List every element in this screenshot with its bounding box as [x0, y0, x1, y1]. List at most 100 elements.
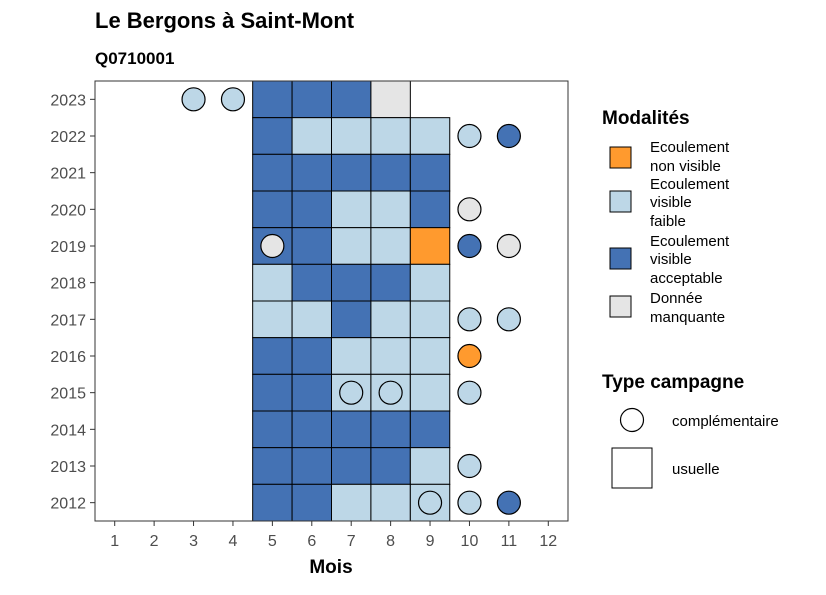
y-tick-label: 2022: [50, 129, 86, 146]
complementaire-marker: [496, 123, 521, 149]
legend-label-dm: Donnée manquante: [650, 290, 725, 326]
panel-border: [94, 80, 569, 522]
legend-key-vf: [609, 190, 632, 213]
usuelle-cell: [409, 447, 451, 485]
usuelle-cell: [291, 373, 333, 412]
complementaire-marker: [457, 380, 482, 405]
usuelle-cell: [370, 227, 411, 265]
usuelle-cell: [370, 190, 411, 229]
legend-type-campagne: Type campagne complémentaire usuelle: [602, 372, 779, 489]
usuelle-cell: [331, 227, 372, 265]
complementaire-marker: [457, 123, 482, 149]
usuelle-cell: [370, 337, 411, 375]
usuelle-cell: [252, 80, 293, 119]
complementaire-marker: [457, 197, 482, 222]
complementaire-marker: [260, 233, 285, 259]
usuelle-cell: [409, 190, 451, 229]
legend-key-usuelle: [611, 447, 653, 489]
usuelle-cell: [331, 80, 372, 119]
usuelle-cell: [291, 337, 333, 375]
x-tick-label: 3: [189, 533, 198, 550]
y-tick-label: 2012: [50, 496, 86, 513]
usuelle-cell: [409, 263, 451, 302]
x-tick-label: 4: [229, 533, 238, 550]
usuelle-cell: [409, 153, 451, 192]
usuelle-cell: [252, 263, 293, 302]
usuelle-cell: [331, 300, 372, 339]
legend-label-complementaire: complémentaire: [672, 413, 779, 430]
legend-modalites: Modalités Ecoulement non visibleEcoulemen…: [602, 108, 730, 326]
complementaire-marker: [496, 490, 521, 515]
legend-label-nv: Ecoulement non visible: [650, 139, 730, 175]
complementaire-marker: [457, 453, 482, 479]
legend-key-complementaire: [619, 407, 645, 433]
usuelle-cell: [370, 263, 411, 302]
y-tick-label: 2013: [50, 459, 86, 476]
legend-label-va: Ecoulement visible acceptable: [650, 233, 730, 287]
usuelle-cell: [409, 373, 451, 412]
usuelle-cell: [291, 80, 333, 119]
usuelle-cell: [370, 410, 411, 449]
x-axis-title: Mois: [309, 557, 352, 578]
usuelle-cell: [252, 373, 293, 412]
complementaire-markers: [181, 87, 521, 515]
usuelle-cell: [409, 117, 451, 155]
usuelle-cell: [331, 410, 372, 449]
y-tick-label: 2018: [50, 276, 86, 293]
usuelle-cell: [370, 447, 411, 485]
legend-campagne-title: Type campagne: [602, 372, 744, 393]
usuelle-cell: [370, 483, 411, 522]
legend-key-dm: [609, 295, 632, 318]
usuelle-cells: [252, 80, 451, 522]
usuelle-cell: [409, 300, 451, 339]
usuelle-cell: [252, 337, 293, 375]
y-tick-label: 2023: [50, 92, 86, 109]
usuelle-cell: [331, 483, 372, 522]
usuelle-cell: [252, 300, 293, 339]
usuelle-cell: [252, 117, 293, 155]
x-tick-label: 10: [461, 533, 479, 550]
chart-title: Le Bergons à Saint-Mont: [95, 8, 355, 33]
x-axis: 1 2 3 4 5 6 7 8 9 10 11 12: [110, 521, 557, 550]
y-tick-label: 2021: [50, 166, 86, 183]
complementaire-marker: [220, 87, 246, 112]
x-tick-label: 9: [426, 533, 435, 550]
complementaire-marker: [378, 380, 403, 405]
complementaire-marker: [457, 343, 482, 369]
usuelle-cell: [291, 263, 333, 302]
usuelle-cell: [291, 483, 333, 522]
usuelle-cell: [370, 80, 411, 119]
x-tick-label: 1: [110, 533, 119, 550]
y-tick-label: 2015: [50, 386, 86, 403]
usuelle-cell: [252, 410, 293, 449]
y-tick-label: 2017: [50, 312, 86, 329]
y-tick-label: 2016: [50, 349, 86, 366]
legend-label-vf: Ecoulement visible faible: [650, 176, 730, 230]
usuelle-cell: [291, 447, 333, 485]
usuelle-cell: [291, 227, 333, 265]
complementaire-marker: [457, 490, 482, 515]
complementaire-marker: [417, 490, 443, 515]
usuelle-cell: [252, 483, 293, 522]
usuelle-cell: [331, 117, 372, 155]
chart-subtitle: Q0710001: [95, 49, 174, 68]
x-tick-label: 8: [386, 533, 395, 550]
usuelle-cell: [331, 447, 372, 485]
usuelle-cell: [252, 190, 293, 229]
legend-label-usuelle: usuelle: [672, 461, 720, 478]
legend-key-nv: [609, 146, 632, 169]
usuelle-cell: [409, 410, 451, 449]
y-axis: 2023 2022 2021 2020 2019 2018 2017 2016 2015 2014…: [50, 92, 95, 513]
usuelle-cell: [331, 153, 372, 192]
usuelle-cell: [409, 337, 451, 375]
complementaire-marker: [457, 233, 482, 259]
x-tick-label: 5: [268, 533, 277, 550]
usuelle-cell: [291, 117, 333, 155]
x-tick-label: 7: [347, 533, 356, 550]
complementaire-marker: [496, 233, 521, 259]
complementaire-marker: [181, 87, 206, 112]
usuelle-cell: [331, 190, 372, 229]
usuelle-cell: [252, 153, 293, 192]
